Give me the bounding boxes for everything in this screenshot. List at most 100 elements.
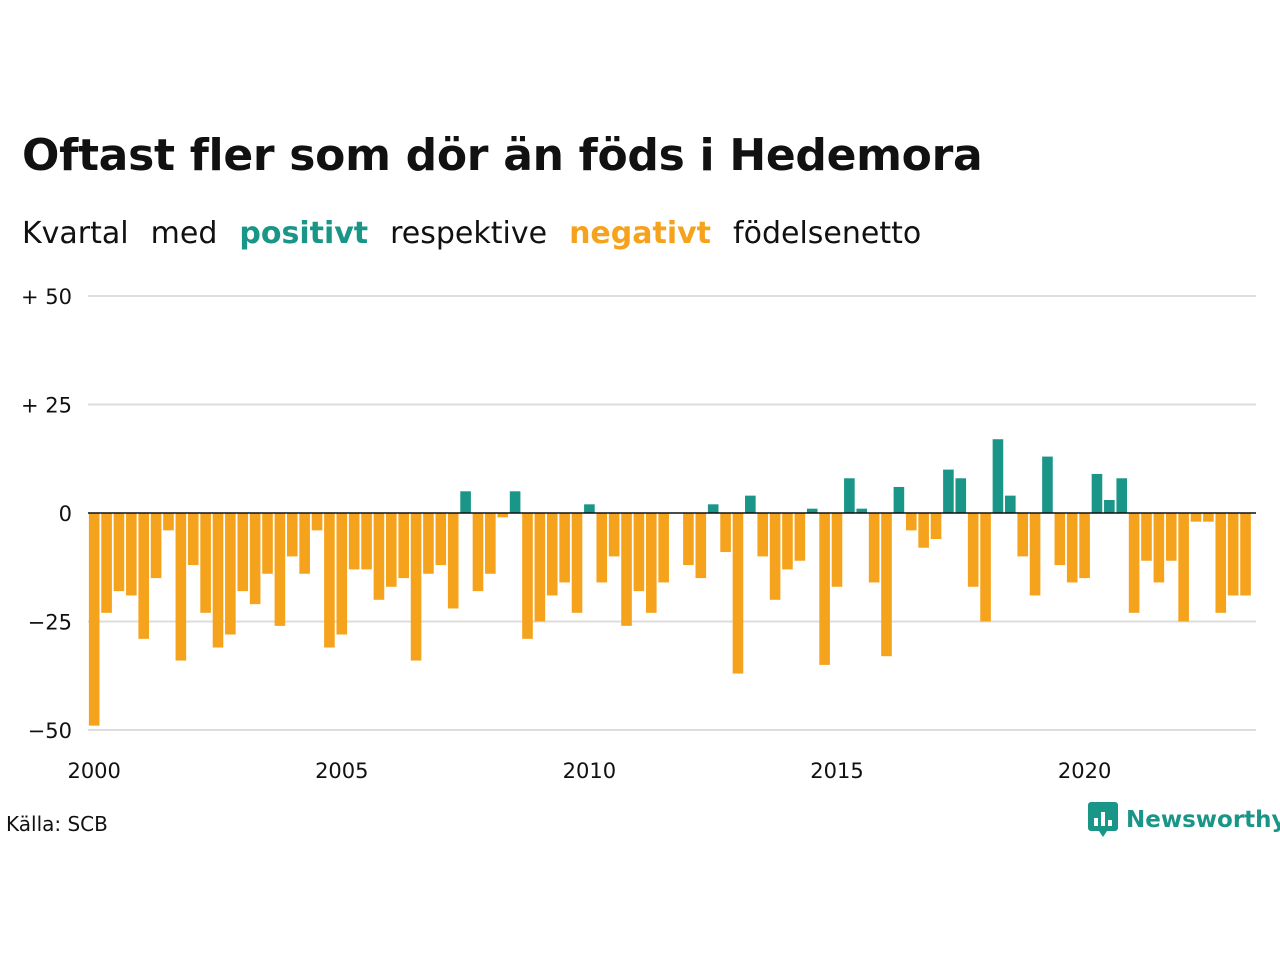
bar bbox=[1141, 513, 1152, 561]
bar bbox=[992, 439, 1004, 513]
bar bbox=[225, 513, 236, 635]
bar bbox=[348, 513, 360, 570]
bar bbox=[695, 513, 707, 579]
bar bbox=[1227, 513, 1239, 596]
bar bbox=[175, 513, 187, 661]
bar bbox=[299, 513, 310, 574]
bar bbox=[435, 513, 447, 566]
bar bbox=[955, 478, 967, 513]
bar bbox=[534, 513, 546, 622]
bar bbox=[918, 513, 929, 548]
bar bbox=[868, 513, 880, 583]
bar bbox=[311, 513, 323, 531]
chart-subtitle: Kvartal med positivt respektive negativt föde… bbox=[22, 216, 943, 251]
bar bbox=[621, 513, 632, 626]
bar bbox=[769, 513, 781, 600]
bar bbox=[1240, 513, 1251, 596]
bar bbox=[423, 513, 434, 574]
y-tick-label: + 50 bbox=[21, 285, 72, 309]
bar bbox=[1116, 478, 1128, 513]
bar bbox=[806, 508, 818, 513]
x-tick-label: 2010 bbox=[563, 759, 616, 783]
bar bbox=[844, 478, 855, 513]
y-tick-label: + 25 bbox=[21, 394, 72, 418]
source-note: Källa: SCB bbox=[6, 812, 108, 836]
bar bbox=[1066, 513, 1078, 583]
bar bbox=[1005, 495, 1016, 513]
bar bbox=[113, 513, 125, 592]
brand-name: Newsworthy bbox=[1126, 807, 1280, 833]
bar bbox=[819, 513, 830, 665]
x-tick-label: 2015 bbox=[810, 759, 863, 783]
bar bbox=[361, 513, 372, 570]
bar bbox=[905, 513, 917, 531]
y-tick-label: −50 bbox=[28, 719, 72, 743]
bar bbox=[150, 513, 162, 579]
bar bbox=[633, 513, 645, 592]
subtitle-fodelsenetto: födelsenetto bbox=[733, 216, 922, 251]
bar bbox=[782, 513, 793, 570]
bar bbox=[1042, 456, 1053, 513]
bar bbox=[447, 513, 459, 609]
subtitle-med: med bbox=[150, 216, 218, 251]
bar bbox=[1165, 513, 1177, 561]
bar bbox=[212, 513, 224, 648]
bar bbox=[571, 513, 583, 613]
bar bbox=[757, 513, 769, 557]
bar bbox=[472, 513, 484, 592]
bar bbox=[930, 513, 942, 540]
bar bbox=[881, 513, 892, 657]
x-tick-label: 2005 bbox=[315, 759, 368, 783]
bar bbox=[88, 513, 100, 726]
bar bbox=[1054, 513, 1066, 566]
y-tick-label: 0 bbox=[59, 502, 72, 526]
bar bbox=[1215, 513, 1227, 613]
bar bbox=[163, 513, 174, 531]
bar bbox=[101, 513, 112, 613]
bar bbox=[707, 504, 719, 513]
bar bbox=[1178, 513, 1189, 622]
bar bbox=[386, 513, 397, 587]
bar bbox=[187, 513, 199, 566]
y-tick-label: −25 bbox=[28, 611, 72, 635]
bar bbox=[1079, 513, 1090, 579]
bar bbox=[1104, 499, 1115, 513]
bar bbox=[274, 513, 286, 626]
bar bbox=[732, 513, 744, 674]
subtitle-positive-label: positivt bbox=[239, 216, 369, 251]
bar bbox=[559, 513, 570, 583]
brand-logo: Newsworthy bbox=[1088, 802, 1280, 838]
bar bbox=[460, 491, 471, 513]
x-tick-label: 2000 bbox=[67, 759, 120, 783]
bar bbox=[485, 513, 496, 574]
bar bbox=[1128, 513, 1140, 613]
bar bbox=[262, 513, 273, 574]
newsworthy-logo-icon bbox=[1088, 802, 1118, 837]
chart-title: Oftast fler som dör än föds i Hedemora bbox=[22, 130, 983, 181]
subtitle-respektive: respektive bbox=[390, 216, 548, 251]
bar bbox=[980, 513, 991, 622]
bar bbox=[138, 513, 150, 639]
bar bbox=[200, 513, 211, 613]
bar bbox=[126, 513, 137, 596]
bar bbox=[893, 486, 905, 513]
bar bbox=[967, 513, 979, 587]
bar bbox=[658, 513, 669, 583]
bar bbox=[324, 513, 335, 648]
bar bbox=[373, 513, 385, 600]
bar bbox=[1091, 473, 1103, 513]
bar bbox=[336, 513, 348, 635]
bar bbox=[584, 504, 595, 513]
bar bbox=[645, 513, 657, 613]
bar bbox=[286, 513, 298, 557]
bar bbox=[1017, 513, 1028, 557]
bar bbox=[943, 469, 954, 513]
bar bbox=[608, 513, 620, 557]
bar bbox=[237, 513, 249, 592]
bar bbox=[509, 491, 521, 513]
bar bbox=[794, 513, 806, 561]
bar bbox=[410, 513, 422, 661]
bar bbox=[1029, 513, 1041, 596]
bar bbox=[546, 513, 558, 596]
